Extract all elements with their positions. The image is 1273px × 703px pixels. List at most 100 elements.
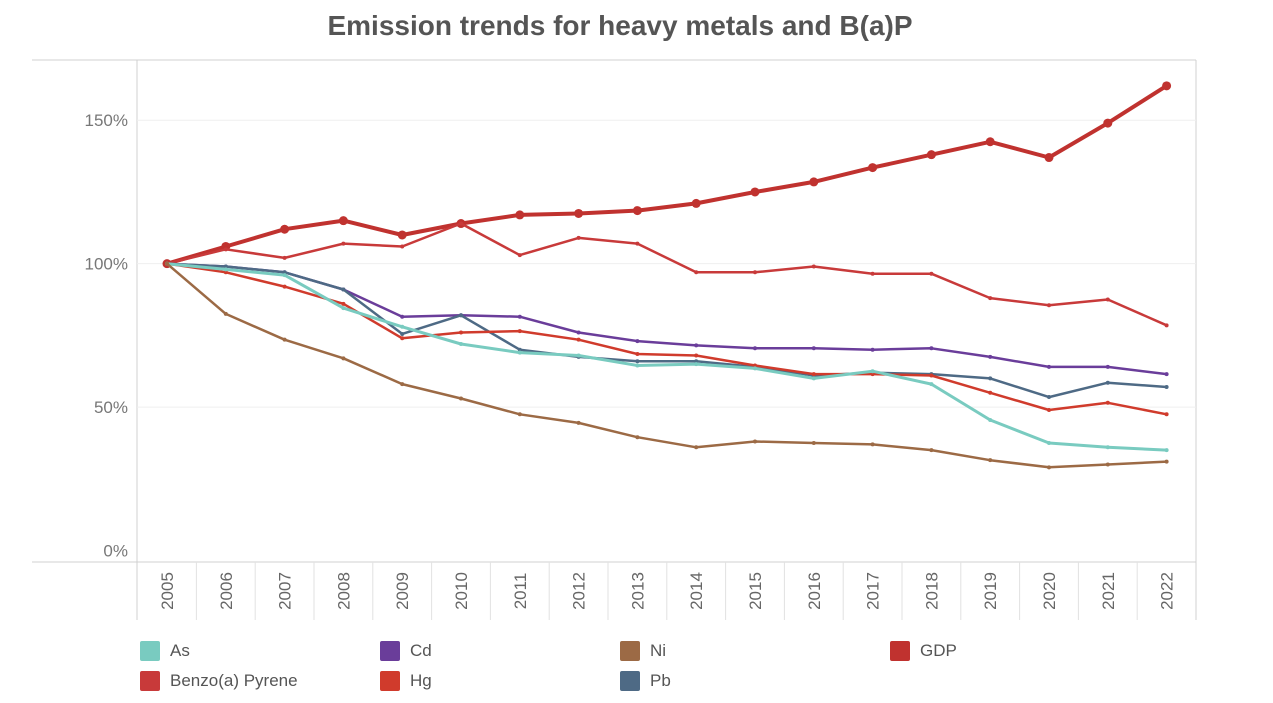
- data-point-benzo-a-pyrene: [694, 270, 699, 275]
- legend-swatch-ni: [620, 641, 640, 661]
- data-point-benzo-a-pyrene: [753, 270, 757, 275]
- data-point-ni: [223, 311, 228, 316]
- x-tick-label: 2016: [805, 572, 824, 610]
- data-point-pb: [282, 270, 287, 275]
- data-point-hg: [635, 352, 640, 357]
- data-point-ni: [870, 442, 875, 447]
- series-line-hg: [165, 262, 1168, 416]
- data-point-pb: [400, 331, 405, 336]
- x-tick-label: 2018: [922, 572, 941, 610]
- data-point-ni: [753, 439, 757, 444]
- series-line-benzo-a-pyrene: [165, 222, 1168, 327]
- series-lines: [162, 81, 1172, 470]
- x-tick-label: 2015: [746, 572, 765, 610]
- data-point-benzo-a-pyrene: [341, 241, 346, 246]
- data-point-pb: [223, 264, 228, 269]
- series-as: [165, 261, 1169, 453]
- x-tick-label: 2014: [687, 572, 706, 610]
- data-point-pb: [1047, 395, 1051, 400]
- data-point-ni: [282, 337, 287, 342]
- series-line-pb: [165, 262, 1168, 399]
- legend-swatch-cd: [380, 641, 400, 661]
- legend-item-ni[interactable]: Ni: [620, 641, 666, 661]
- data-point-gdp: [1162, 81, 1172, 91]
- data-point-gdp: [868, 163, 878, 173]
- data-point-cd: [929, 346, 934, 351]
- legend-label-ni: Ni: [650, 641, 667, 660]
- data-point-gdp: [574, 208, 584, 218]
- legend-item-as[interactable]: As: [140, 641, 190, 661]
- data-point-as: [694, 362, 699, 367]
- data-point-ni: [694, 445, 699, 450]
- data-point-pb: [341, 287, 346, 292]
- data-point-gdp: [397, 230, 407, 240]
- series-cd: [165, 261, 1169, 377]
- legend-swatch-hg: [380, 671, 400, 691]
- data-point-benzo-a-pyrene: [1105, 297, 1110, 302]
- data-point-gdp: [632, 206, 642, 216]
- data-point-hg: [1047, 407, 1051, 412]
- data-point-as: [870, 369, 875, 374]
- legend-item-pb[interactable]: Pb: [620, 671, 671, 691]
- data-point-benzo-a-pyrene: [635, 241, 640, 246]
- chart-title: Emission trends for heavy metals and B(a…: [327, 10, 913, 41]
- data-point-ni: [1047, 465, 1051, 470]
- data-point-benzo-a-pyrene: [929, 271, 934, 276]
- data-point-cd: [1047, 364, 1051, 369]
- data-point-pb: [517, 347, 522, 352]
- data-point-hg: [811, 372, 816, 377]
- x-tick-label: 2017: [864, 572, 883, 610]
- data-point-cd: [576, 330, 581, 335]
- x-tick-label: 2011: [511, 573, 530, 610]
- legend-item-cd[interactable]: Cd: [380, 641, 432, 661]
- data-point-cd: [811, 346, 816, 351]
- data-point-hg: [1105, 400, 1110, 405]
- x-tick-label: 2019: [981, 572, 1000, 610]
- data-point-cd: [1164, 372, 1169, 377]
- legend-label-benzo-a-pyrene: Benzo(a) Pyrene: [170, 671, 298, 690]
- data-point-gdp: [280, 224, 290, 234]
- data-point-cd: [517, 314, 522, 319]
- data-point-as: [1105, 445, 1110, 450]
- data-point-gdp: [515, 210, 525, 220]
- data-point-gdp: [338, 216, 348, 226]
- plot-frame: [32, 59, 1197, 620]
- x-tick-label: 2013: [628, 572, 647, 610]
- data-point-hg: [694, 353, 699, 358]
- legend-item-gdp[interactable]: GDP: [890, 641, 957, 661]
- data-point-pb: [694, 359, 699, 364]
- series-gdp: [162, 81, 1172, 269]
- data-point-benzo-a-pyrene: [870, 271, 875, 276]
- data-point-cd: [988, 354, 993, 359]
- data-point-gdp: [926, 150, 936, 160]
- legend-item-hg[interactable]: Hg: [380, 671, 432, 691]
- data-point-gdp: [750, 187, 760, 197]
- data-point-as: [223, 267, 228, 272]
- data-point-as: [635, 363, 640, 368]
- data-point-as: [576, 353, 581, 358]
- data-point-benzo-a-pyrene: [1047, 303, 1051, 308]
- legend-swatch-gdp: [890, 641, 910, 661]
- data-point-benzo-a-pyrene: [459, 221, 463, 226]
- data-point-cd: [635, 339, 640, 344]
- data-point-ni: [988, 458, 993, 463]
- series-line-as: [165, 262, 1169, 452]
- gridlines: [137, 119, 1196, 408]
- data-point-hg: [576, 337, 581, 342]
- data-point-pb: [1105, 380, 1110, 385]
- data-point-hg: [753, 363, 757, 368]
- data-point-gdp: [1044, 153, 1054, 163]
- x-tick-label: 2010: [452, 572, 471, 610]
- x-tick-label: 2007: [276, 572, 295, 610]
- data-point-cd: [1105, 364, 1110, 369]
- data-point-hg: [929, 373, 934, 378]
- series-line-ni: [165, 262, 1168, 469]
- data-point-ni: [517, 412, 522, 417]
- legend-label-gdp: GDP: [920, 641, 957, 660]
- legend-swatch-pb: [620, 671, 640, 691]
- legend-label-hg: Hg: [410, 671, 432, 690]
- data-point-ni: [341, 356, 346, 361]
- legend-item-benzo-a-pyrene[interactable]: Benzo(a) Pyrene: [140, 671, 298, 691]
